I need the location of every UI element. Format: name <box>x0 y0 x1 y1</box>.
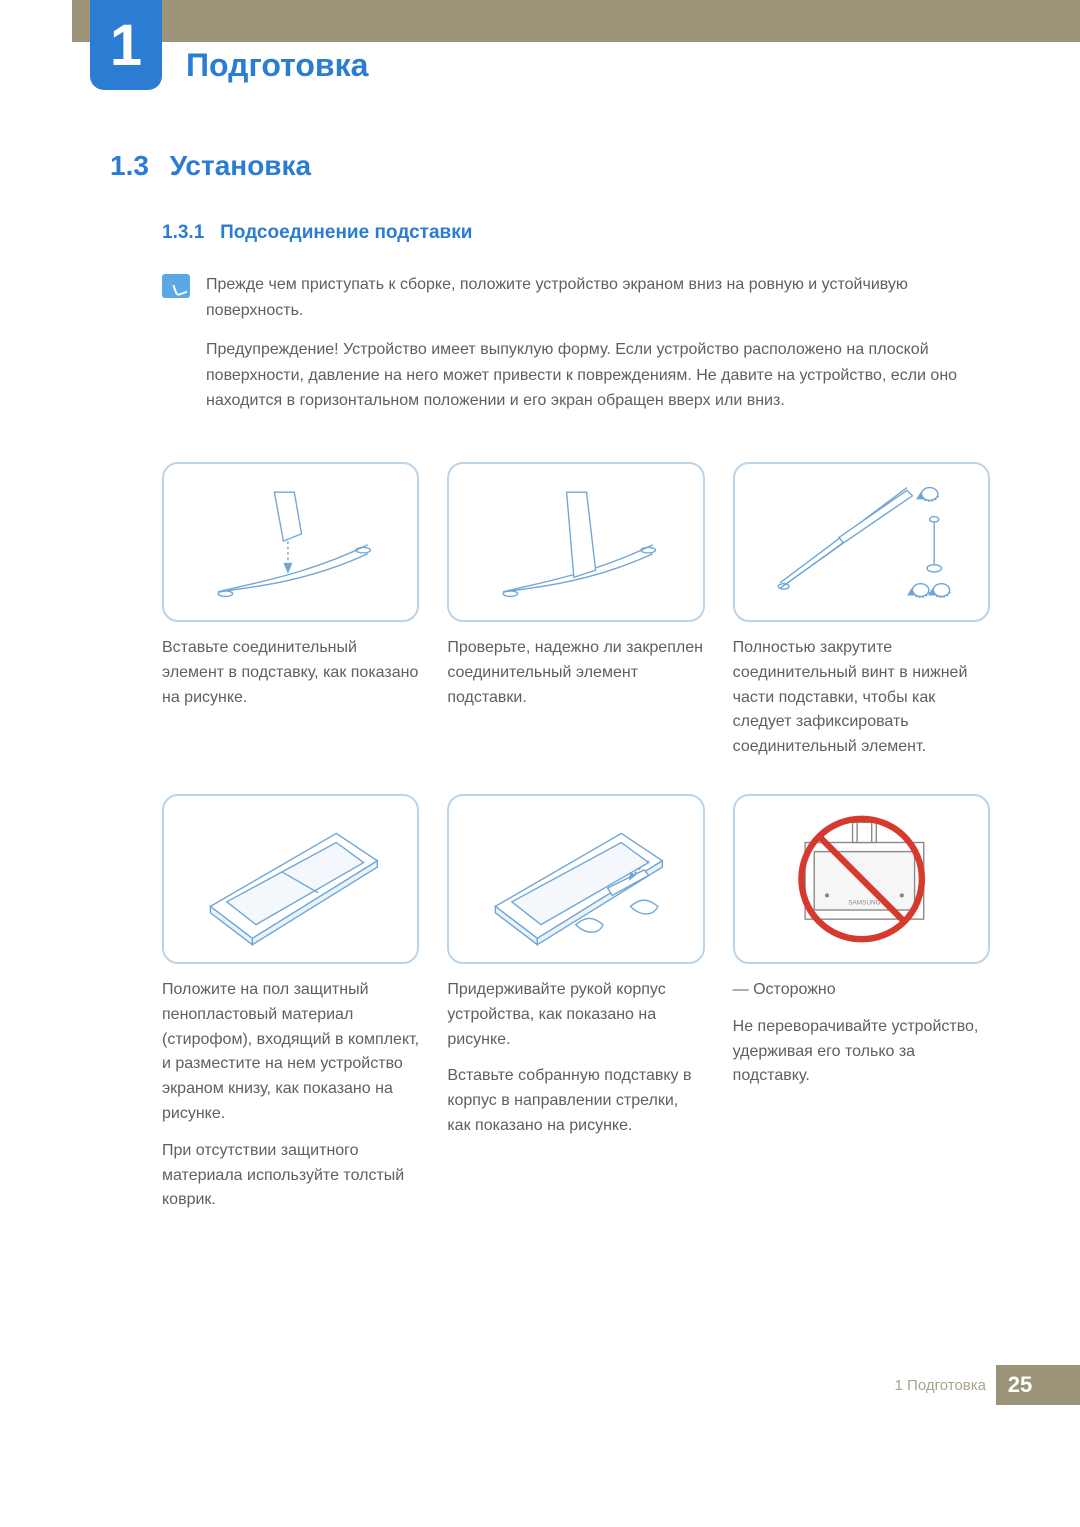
step-paragraph: Не переворачивайте устройство, удерживая… <box>733 1015 990 1089</box>
page-footer: 1 Подготовка 25 <box>0 1365 1080 1405</box>
note-paragraph: Прежде чем приступать к сборке, положите… <box>206 272 990 323</box>
step-5: Придерживайте рукой корпус устройства, к… <box>447 794 704 1225</box>
page-content: 1.3 Установка 1.3.1 Подсоединение подста… <box>0 150 1080 1225</box>
note-paragraph: Предупреждение! Устройство имеет выпуклу… <box>206 337 990 414</box>
illustration-attach-stand <box>447 794 704 964</box>
section-title: 1.3 Установка <box>110 150 990 182</box>
step-caution-label: — Осторожно <box>733 978 990 1003</box>
illustration-stand-screw <box>733 462 990 622</box>
step-4: Положите на пол защитный пенопластовый м… <box>162 794 419 1225</box>
footer-chapter-label: 1 Подготовка <box>895 1377 986 1394</box>
chapter-number-badge: 1 <box>90 0 162 90</box>
step-text: Проверьте, надежно ли закреплен соединит… <box>447 636 704 722</box>
illustration-stand-check <box>447 462 704 622</box>
chapter-header: 1 Подготовка <box>0 0 1080 90</box>
illustration-stand-insert <box>162 462 419 622</box>
step-paragraph: Вставьте соединительный элемент в подста… <box>162 636 419 710</box>
svg-text:SAMSUNG: SAMSUNG <box>848 900 880 907</box>
note-icon <box>162 274 190 298</box>
subsection-title: 1.3.1 Подсоединение подставки <box>162 222 990 244</box>
step-3: Полностью закрутите соединительный винт … <box>733 462 990 772</box>
step-text: Положите на пол защитный пенопластовый м… <box>162 978 419 1225</box>
step-6: SAMSUNG — Осторожно Не переворачивайте у… <box>733 794 990 1225</box>
step-paragraph: Вставьте собранную подставку в корпус в … <box>447 1064 704 1138</box>
illustration-foam-placement <box>162 794 419 964</box>
step-text: Вставьте соединительный элемент в подста… <box>162 636 419 722</box>
steps-grid: Вставьте соединительный элемент в подста… <box>162 462 990 1225</box>
section-number: 1.3 <box>110 150 162 182</box>
footer-decoration <box>1044 1365 1080 1405</box>
note-text: Прежде чем приступать к сборке, положите… <box>206 272 990 428</box>
step-paragraph: Положите на пол защитный пенопластовый м… <box>162 978 419 1127</box>
step-paragraph: Придерживайте рукой корпус устройства, к… <box>447 978 704 1052</box>
step-paragraph: Проверьте, надежно ли закреплен соединит… <box>447 636 704 710</box>
step-2: Проверьте, надежно ли закреплен соединит… <box>447 462 704 772</box>
footer-page-number: 25 <box>996 1365 1044 1405</box>
step-paragraph: При отсутствии защитного материала испол… <box>162 1139 419 1213</box>
subsection-name: Подсоединение подставки <box>220 222 472 243</box>
chapter-title: Подготовка <box>186 47 368 84</box>
illustration-prohibited: SAMSUNG <box>733 794 990 964</box>
note-block: Прежде чем приступать к сборке, положите… <box>162 272 990 428</box>
step-1: Вставьте соединительный элемент в подста… <box>162 462 419 772</box>
step-paragraph: Полностью закрутите соединительный винт … <box>733 636 990 760</box>
section-name: Установка <box>170 150 311 181</box>
subsection-number: 1.3.1 <box>162 222 204 243</box>
step-text: — Осторожно Не переворачивайте устройств… <box>733 978 990 1101</box>
step-text: Придерживайте рукой корпус устройства, к… <box>447 978 704 1151</box>
step-text: Полностью закрутите соединительный винт … <box>733 636 990 772</box>
